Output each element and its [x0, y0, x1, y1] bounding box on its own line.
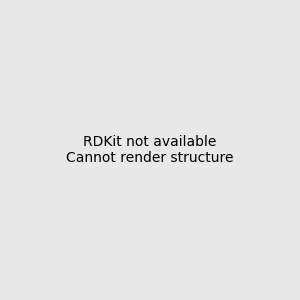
- Text: RDKit not available
Cannot render structure: RDKit not available Cannot render struct…: [66, 135, 234, 165]
